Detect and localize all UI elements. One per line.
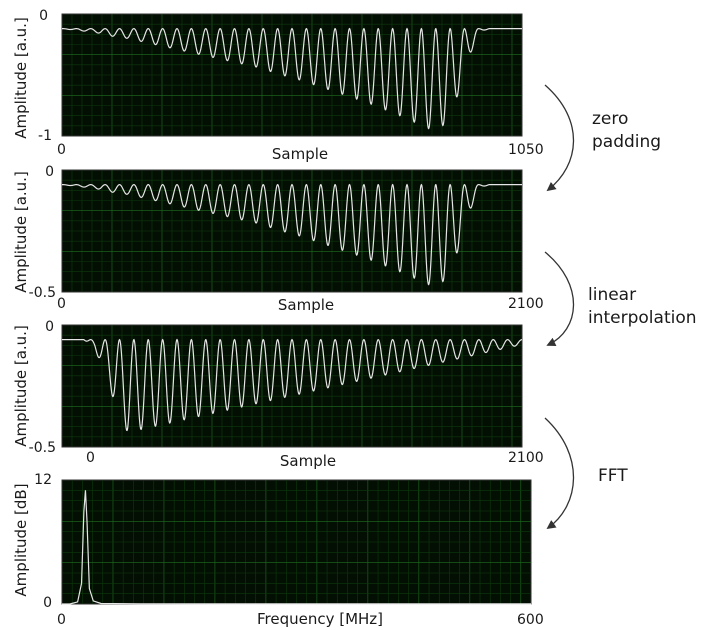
y-tick-bottom-1: -1 <box>38 128 52 144</box>
chart-panel-4: 12 0 0 600 Frequency [MHz] Amplitude [dB… <box>12 472 544 628</box>
y-axis-label-2: Amplitude [a.u.] <box>12 171 30 293</box>
step-zero-padding: zero padding <box>544 84 661 192</box>
y-tick-bottom-4: 0 <box>43 595 52 611</box>
x-tick-right-2: 2100 <box>508 296 544 312</box>
x-axis-label-4: Frequency [MHz] <box>257 610 383 628</box>
step-fft: FFT <box>544 417 628 530</box>
curved-arrow-1 <box>544 84 575 192</box>
grid-4 <box>62 480 531 604</box>
signal-line-3 <box>62 338 523 432</box>
step-linear-interpolation: linear interpolation <box>544 251 697 347</box>
y-tick-bottom-2: -0.5 <box>29 285 56 301</box>
signal-line-2 <box>62 183 522 286</box>
chart-panel-1: 0 -1 0 1050 Sample Amplitude [a.u.] <box>12 8 544 163</box>
grid-1 <box>62 14 522 136</box>
x-tick-left-1: 0 <box>57 142 66 158</box>
y-axis-label-3: Amplitude [a.u.] <box>12 325 30 447</box>
x-axis-label-1: Sample <box>272 145 328 163</box>
x-tick-right-1: 1050 <box>508 142 544 158</box>
x-tick-right-3: 2100 <box>508 450 544 466</box>
step-label-3-line-1: FFT <box>598 466 628 486</box>
x-axis-label-3: Sample <box>280 452 336 470</box>
y-tick-top-2: 0 <box>45 164 54 180</box>
x-tick-left-2: 0 <box>57 296 66 312</box>
y-axis-label-1: Amplitude [a.u.] <box>12 17 30 139</box>
chart-panel-3: 0 -0.5 0 2100 Sample Amplitude [a.u.] <box>12 319 544 470</box>
curved-arrow-3 <box>544 417 575 530</box>
y-axis-label-4: Amplitude [dB] <box>12 483 30 596</box>
y-tick-top-3: 0 <box>45 319 54 335</box>
step-label-1-line-1: zero <box>592 109 628 129</box>
y-tick-top-4: 12 <box>34 472 52 488</box>
step-label-2-line-2: interpolation <box>588 308 697 328</box>
step-label-2-line-1: linear <box>588 285 636 305</box>
signal-line-1 <box>62 27 522 130</box>
x-tick-left-4: 0 <box>57 612 66 628</box>
x-tick-left-3: 0 <box>86 450 95 466</box>
x-tick-right-4: 600 <box>517 612 544 628</box>
y-tick-top-1: 0 <box>39 8 48 24</box>
x-axis-label-2: Sample <box>278 296 334 314</box>
curved-arrow-2 <box>544 251 575 347</box>
step-label-1-line-2: padding <box>592 132 661 152</box>
chart-panel-2: 0 -0.5 0 2100 Sample Amplitude [a.u.] <box>12 164 544 314</box>
y-tick-bottom-3: -0.5 <box>29 440 56 456</box>
spectrum-line-4 <box>62 490 531 605</box>
